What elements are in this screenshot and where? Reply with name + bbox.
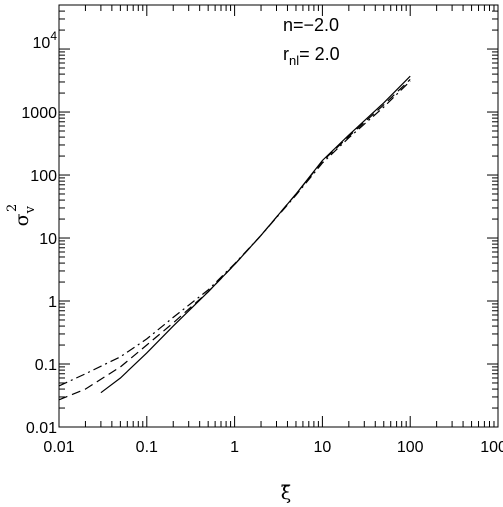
x-tick-label: 100: [397, 439, 424, 456]
annotation-r: r: [283, 44, 289, 64]
y-tick-labels: 0.01 0.1 1 10 100 1000: [21, 105, 57, 437]
annotation-line2: rnl= 2.0: [283, 44, 340, 68]
y-axis-sigma: σ: [11, 213, 33, 226]
series-line-dashdot: [58, 80, 411, 387]
y-axis-title: σv2: [5, 204, 38, 227]
y-axis-sup: 2: [5, 204, 20, 212]
x-tick-label: 10: [314, 439, 332, 456]
y-tick-label: 10: [39, 231, 57, 248]
plot-frame: [58, 4, 499, 428]
annotation-line1: n=−2.0: [283, 15, 339, 35]
series-group: [58, 75, 411, 401]
y-tick-label: 1: [48, 294, 57, 311]
y-tick-label: 0.01: [26, 420, 57, 437]
annotation-sub: nl: [289, 53, 299, 68]
y-ticks: [59, 4, 498, 428]
plot-area: [58, 4, 499, 428]
y-tick-label: 100: [30, 168, 57, 185]
x-axis-title: ξ̄: [281, 482, 291, 504]
x-tick-label: 0.01: [43, 439, 74, 456]
x-tick-label: 1: [230, 439, 239, 456]
y-tick-label: 0.1: [35, 357, 57, 374]
series-line-dashed: [58, 78, 411, 401]
y-axis-sub: v: [23, 205, 38, 214]
annotation-value: = 2.0: [299, 44, 340, 64]
y-tick-label-top: 104: [33, 29, 58, 52]
y-tick-label: 1000: [21, 105, 57, 122]
y-tick-top-exp: 4: [50, 29, 57, 43]
y-tick-top-base: 10: [33, 35, 51, 52]
x-ticks: [58, 5, 499, 427]
svg-text:σv2: σv2: [5, 204, 38, 227]
x-tick-labels: 0.01 0.1 1 10 100 1000: [43, 439, 503, 456]
x-tick-label: 1000: [480, 439, 503, 456]
x-tick-label: 0.1: [136, 439, 158, 456]
